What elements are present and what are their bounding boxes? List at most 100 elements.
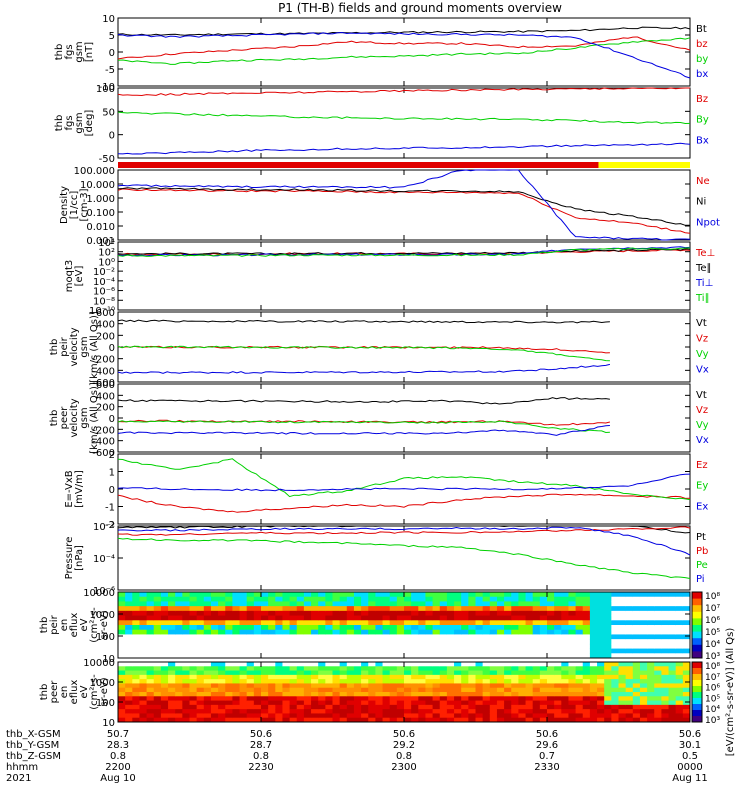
heatmap-cell: [261, 687, 269, 693]
heatmap-cell: [611, 625, 619, 631]
y-tick-label: 600: [96, 308, 115, 319]
heatmap-cell: [153, 700, 162, 706]
heatmap-cell: [118, 709, 126, 714]
heatmap-cell: [568, 670, 577, 676]
heatmap-cell: [639, 687, 648, 693]
heatmap-cell: [175, 653, 183, 659]
heatmap-cell: [318, 713, 326, 719]
heatmap-cell: [439, 713, 448, 719]
heatmap-cell: [125, 653, 133, 659]
heatmap-cell: [654, 601, 662, 607]
heatmap-cell: [275, 620, 283, 626]
heatmap-cell: [132, 670, 140, 676]
heatmap-cell: [325, 639, 333, 645]
heatmap-cell: [246, 704, 255, 710]
heatmap-cell: [118, 696, 126, 702]
heatmap-cell: [246, 696, 255, 702]
heatmap-cell: [675, 643, 684, 650]
heatmap-cell: [303, 692, 312, 697]
heatmap-cell: [282, 683, 291, 689]
heatmap-cell: [539, 679, 548, 684]
heatmap-cell: [125, 662, 133, 667]
heatmap-cell: [196, 674, 205, 680]
heatmap-cell: [253, 625, 262, 631]
heatmap-cell: [332, 674, 341, 680]
heatmap-cell: [282, 692, 291, 697]
heatmap-cell: [632, 610, 641, 617]
heatmap-cell: [382, 717, 391, 723]
heatmap-cell: [554, 679, 562, 684]
heatmap-cell: [468, 696, 476, 702]
heatmap-cell: [582, 639, 591, 645]
heatmap-cell: [525, 629, 534, 635]
heatmap-cell: [475, 634, 484, 640]
heatmap-cell: [168, 620, 176, 626]
heatmap-cell: [196, 625, 205, 631]
heatmap-cell: [411, 662, 419, 667]
heatmap-cell: [160, 634, 169, 640]
heatmap-cell: [296, 704, 305, 710]
heatmap-cell: [189, 639, 198, 645]
heatmap-cell: [418, 687, 426, 693]
heatmap-cell: [182, 606, 190, 612]
heatmap-cell: [482, 662, 491, 667]
heatmap-cell: [361, 625, 369, 631]
heatmap-cell: [139, 666, 148, 672]
heatmap-cell: [282, 629, 291, 635]
heatmap-cell: [611, 713, 619, 719]
heatmap-cell: [511, 639, 519, 645]
heatmap-cell: [361, 687, 369, 693]
heatmap-cell: [311, 683, 319, 689]
heatmap-cell: [189, 662, 198, 667]
heatmap-cell: [639, 629, 648, 635]
heatmap-cell: [411, 674, 419, 680]
heatmap-cell: [375, 620, 384, 626]
colorbar-tick-label: 10⁸: [705, 592, 720, 602]
heatmap-cell: [639, 625, 648, 631]
heatmap-cell: [246, 709, 255, 714]
heatmap-cell: [618, 709, 627, 714]
heatmap-cell: [547, 717, 555, 723]
heatmap-cell: [525, 717, 534, 723]
heatmap-cell: [632, 692, 641, 697]
heatmap-cell: [389, 653, 398, 659]
heatmap-cell: [468, 625, 476, 631]
heatmap-cell: [675, 687, 684, 693]
heatmap-cell: [168, 643, 176, 650]
y-axis-label-line: [deg]: [84, 110, 95, 137]
heatmap-cell: [582, 610, 591, 617]
heatmap-cell: [418, 625, 426, 631]
heatmap-cell: [597, 717, 605, 723]
heatmap-cell: [311, 629, 319, 635]
heatmap-cell: [446, 696, 455, 702]
heatmap-cell: [511, 674, 519, 680]
heatmap-cell: [239, 709, 248, 714]
heatmap-cell: [268, 629, 276, 635]
heatmap-cell: [539, 629, 548, 635]
heatmap-cell: [189, 629, 198, 635]
heatmap-cell: [132, 592, 140, 598]
heatmap-cell: [189, 709, 198, 714]
heatmap-cell: [396, 674, 405, 680]
x-axis-row-value: 50.6: [536, 729, 558, 740]
heatmap-cell: [361, 620, 369, 626]
heatmap-cell: [275, 670, 283, 676]
heatmap-cell: [196, 615, 205, 621]
heatmap-cell: [554, 601, 562, 607]
heatmap-cell: [611, 692, 619, 697]
heatmap-cell: [675, 679, 684, 684]
heatmap-cell: [261, 625, 269, 631]
heatmap-cell: [125, 610, 133, 617]
heatmap-cell: [175, 615, 183, 621]
heatmap-cell: [289, 670, 298, 676]
heatmap-cell: [361, 704, 369, 710]
heatmap-cell: [404, 666, 412, 672]
heatmap-cell: [489, 615, 498, 621]
heatmap-cell: [268, 662, 276, 667]
heatmap-cell: [446, 625, 455, 631]
heatmap-cell: [654, 606, 662, 612]
heatmap-cell: [632, 643, 641, 650]
heatmap-cell: [554, 625, 562, 631]
heatmap-cell: [446, 679, 455, 684]
heatmap-cell: [189, 687, 198, 693]
